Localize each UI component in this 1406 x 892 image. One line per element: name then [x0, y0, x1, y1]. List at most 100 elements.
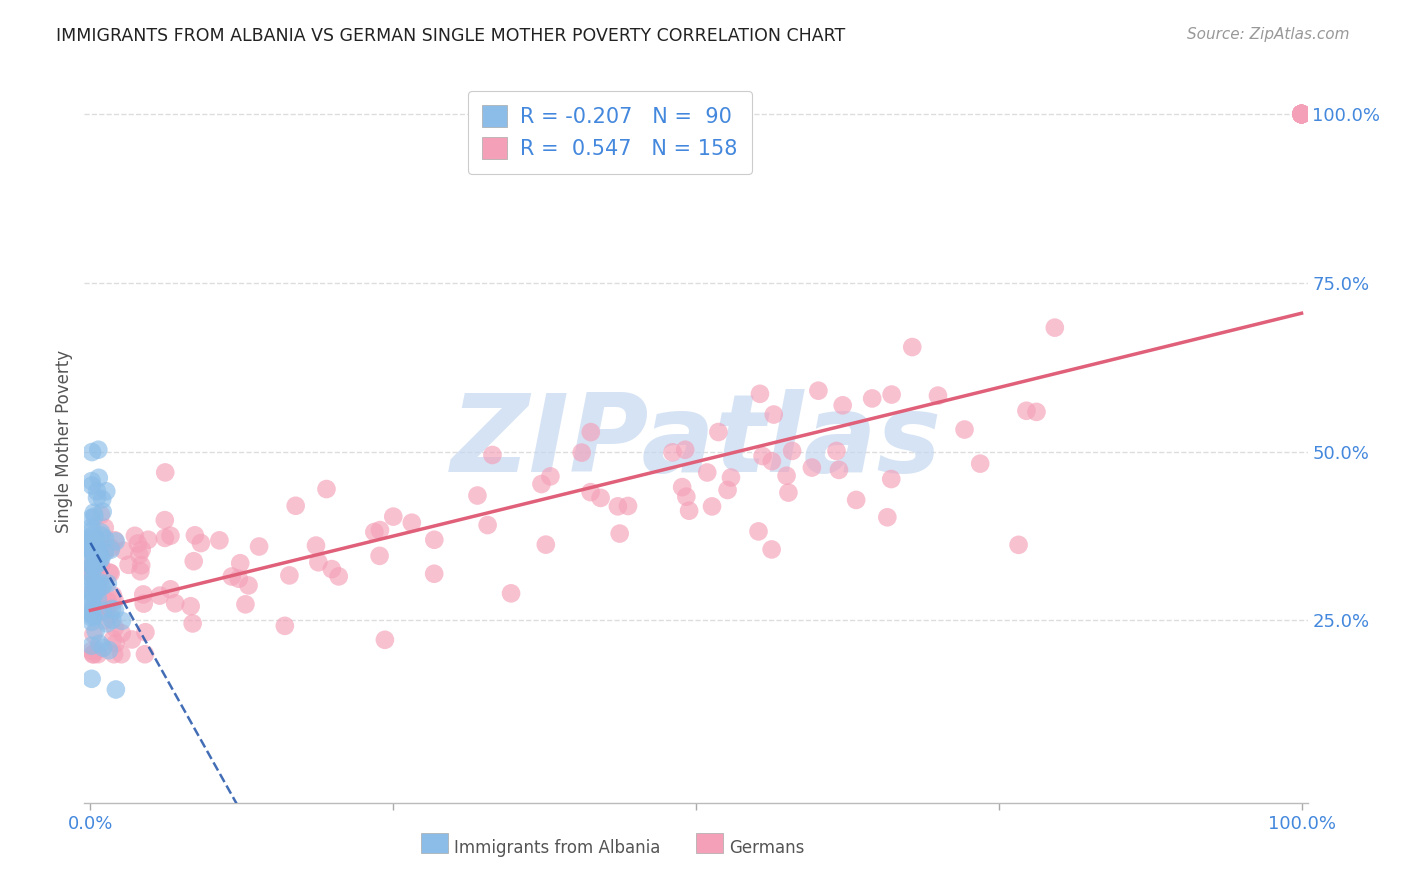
- Point: [84, 624, 107, 638]
- Point: [82, 569, 104, 583]
- Point: [86, 585, 108, 599]
- Point: [80, 537, 103, 551]
- Point: [184, 528, 207, 542]
- Point: [80, 543, 103, 558]
- Point: [89, 637, 111, 651]
- Point: [1291, 107, 1313, 121]
- Point: [749, 387, 772, 401]
- Point: [82, 600, 104, 615]
- Point: [969, 457, 991, 471]
- Point: [181, 616, 204, 631]
- Point: [80, 511, 103, 525]
- Point: [101, 613, 124, 627]
- Point: [247, 540, 270, 554]
- Point: [1291, 107, 1313, 121]
- Point: [80, 535, 103, 549]
- Point: [1291, 107, 1313, 121]
- Point: [845, 492, 868, 507]
- Point: [82, 574, 104, 588]
- Point: [775, 468, 797, 483]
- Point: [86, 643, 108, 657]
- Point: [481, 448, 503, 462]
- Point: [579, 425, 602, 439]
- Point: [83, 610, 105, 624]
- Point: [80, 558, 103, 572]
- Point: [499, 586, 522, 600]
- Point: [82, 589, 104, 603]
- Point: [121, 632, 143, 647]
- Point: [132, 597, 155, 611]
- Point: [477, 518, 499, 533]
- Point: [82, 540, 104, 554]
- Point: [82, 559, 104, 574]
- Point: [104, 534, 127, 549]
- Point: [80, 573, 103, 587]
- Text: Immigrants from Albania: Immigrants from Albania: [454, 838, 661, 856]
- Point: [83, 547, 105, 561]
- Point: [98, 608, 121, 623]
- Point: [86, 557, 108, 571]
- Point: [83, 534, 105, 549]
- Point: [673, 442, 696, 457]
- Point: [100, 542, 122, 557]
- Point: [112, 543, 135, 558]
- Point: [80, 529, 103, 543]
- Point: [235, 597, 257, 611]
- Point: [374, 632, 396, 647]
- Point: [94, 613, 117, 627]
- Point: [80, 566, 103, 581]
- Point: [1291, 107, 1313, 121]
- Point: [80, 532, 103, 546]
- Point: [87, 592, 110, 607]
- Point: [90, 580, 112, 594]
- Point: [221, 569, 243, 583]
- Point: [778, 485, 800, 500]
- Point: [90, 528, 112, 542]
- Point: [1291, 107, 1313, 121]
- Point: [368, 549, 391, 563]
- Point: [97, 594, 120, 608]
- Point: [880, 472, 903, 486]
- Point: [1291, 107, 1313, 121]
- Point: [762, 408, 785, 422]
- Text: ZIPatlas: ZIPatlas: [450, 389, 942, 494]
- Point: [315, 482, 337, 496]
- Point: [104, 621, 127, 635]
- Point: [87, 471, 110, 485]
- Point: [89, 548, 111, 562]
- Point: [927, 389, 949, 403]
- Point: [134, 647, 156, 661]
- Point: [228, 572, 250, 586]
- Point: [700, 500, 723, 514]
- Point: [880, 387, 903, 401]
- Point: [94, 521, 117, 535]
- Point: [90, 525, 112, 540]
- Text: IMMIGRANTS FROM ALBANIA VS GERMAN SINGLE MOTHER POVERTY CORRELATION CHART: IMMIGRANTS FROM ALBANIA VS GERMAN SINGLE…: [56, 27, 845, 45]
- Point: [84, 533, 107, 547]
- Point: [696, 466, 718, 480]
- Point: [80, 604, 103, 618]
- Point: [82, 534, 104, 549]
- Point: [86, 491, 108, 505]
- Point: [800, 460, 823, 475]
- Point: [80, 445, 103, 459]
- Point: [208, 533, 231, 548]
- Point: [617, 499, 640, 513]
- Point: [82, 603, 104, 617]
- Point: [89, 575, 111, 590]
- Point: [80, 615, 103, 629]
- Point: [80, 549, 103, 564]
- Point: [716, 483, 738, 497]
- Point: [129, 564, 152, 578]
- Point: [82, 647, 104, 661]
- Point: [86, 543, 108, 558]
- Point: [831, 398, 853, 412]
- Point: [82, 577, 104, 591]
- Point: [94, 542, 117, 557]
- Point: [82, 547, 104, 561]
- Point: [101, 589, 124, 603]
- Point: [80, 610, 103, 624]
- Point: [87, 442, 110, 457]
- Point: [83, 647, 105, 661]
- Point: [104, 682, 127, 697]
